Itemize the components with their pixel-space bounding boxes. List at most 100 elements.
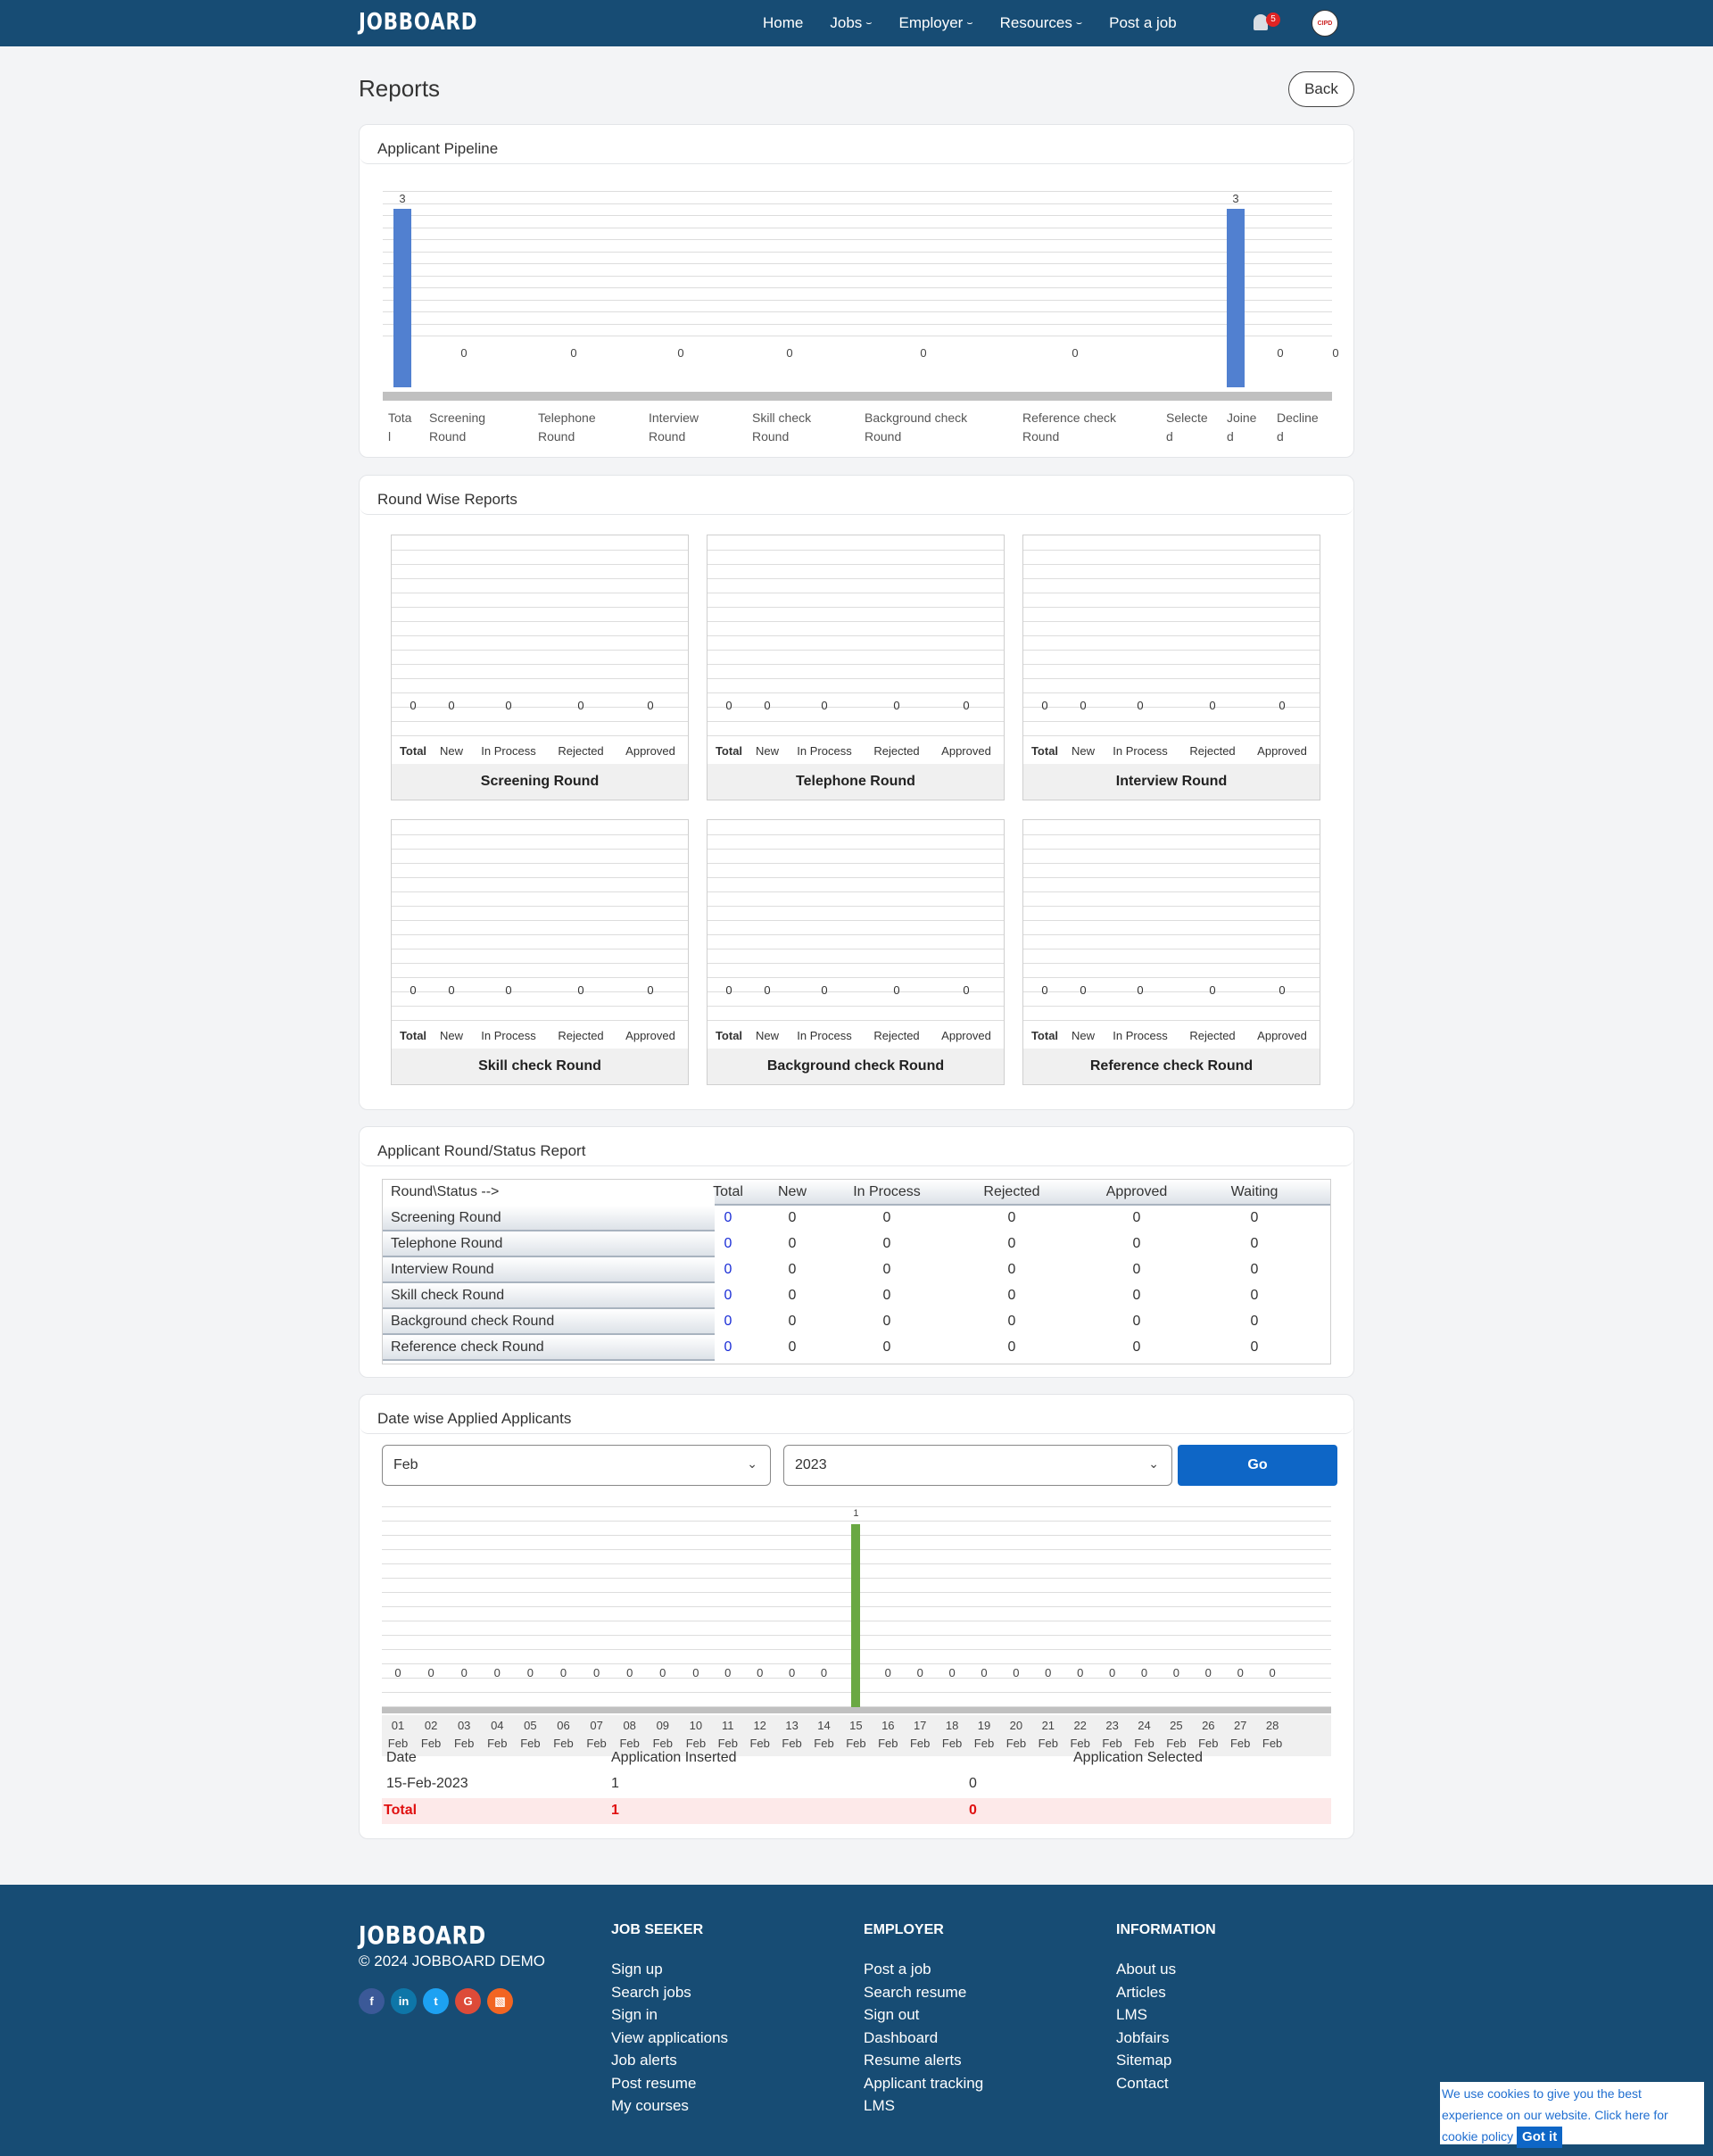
year-select[interactable]: 2023 ⌄ <box>783 1445 1172 1486</box>
x-tick-label: Approved <box>941 1029 991 1042</box>
total-count-link[interactable]: 0 <box>724 1210 732 1225</box>
gridline <box>383 263 1332 264</box>
user-avatar[interactable]: CIPD <box>1312 10 1338 37</box>
bar-value-label: 0 <box>505 983 512 997</box>
gridline <box>1023 621 1320 622</box>
footer-link-sign-up[interactable]: Sign up <box>611 1961 663 1978</box>
card-title: Applicant Pipeline <box>360 125 1353 164</box>
footer-link-sign-out[interactable]: Sign out <box>864 2006 920 2023</box>
gridline <box>383 239 1332 240</box>
gridline <box>708 578 1004 579</box>
cookie-text[interactable]: We use cookies to give you the best expe… <box>1442 2086 1668 2144</box>
footer-logo[interactable]: JOBBOARD <box>359 1920 487 1950</box>
table-row: Skill check Round 0 0 0 0 0 0 <box>383 1283 1330 1309</box>
footer-link-about-us[interactable]: About us <box>1116 1961 1177 1978</box>
chart-title: Reference check Round <box>1023 1049 1320 1084</box>
gridline <box>392 607 688 608</box>
x-tick-label: Rejected <box>558 744 604 758</box>
twitter-icon[interactable]: t <box>423 1988 449 2014</box>
nav-resources[interactable]: Resources ⌣ <box>1000 14 1083 32</box>
gridline <box>708 891 1004 892</box>
x-tick-label: 14 Feb <box>814 1719 834 1750</box>
footer-link-resume-alerts[interactable]: Resume alerts <box>864 2052 962 2069</box>
footer-link-search-resume[interactable]: Search resume <box>864 1983 967 2001</box>
count-cell: 0 <box>882 1210 891 1225</box>
bar-value-label: 0 <box>592 1666 600 1679</box>
gridline <box>708 991 1004 992</box>
nav-post-a-job[interactable]: Post a job <box>1109 14 1177 32</box>
footer-link-sign-in[interactable]: Sign in <box>611 2006 658 2023</box>
facebook-icon[interactable]: f <box>359 1988 385 2014</box>
x-tick-label: New <box>755 744 780 758</box>
nav-employer[interactable]: Employer ⌣ <box>899 14 973 32</box>
total-count-link[interactable]: 0 <box>724 1339 732 1355</box>
x-tick-label: 10 Feb <box>685 1719 707 1750</box>
footer-link-post-a-job[interactable]: Post a job <box>864 1961 931 1978</box>
copyright: © 2024 JOBBOARD DEMO <box>359 1953 546 1969</box>
x-tick-label: New <box>439 1029 464 1042</box>
footer-link-contact[interactable]: Contact <box>1116 2074 1169 2092</box>
go-button[interactable]: Go <box>1178 1445 1337 1486</box>
gridline <box>383 311 1332 312</box>
gridline <box>1023 607 1320 608</box>
total-count-link[interactable]: 0 <box>724 1262 732 1277</box>
gridline <box>1023 849 1320 850</box>
footer-link-dashboard[interactable]: Dashboard <box>864 2028 939 2046</box>
linkedin-icon[interactable]: in <box>391 1988 417 2014</box>
top-navbar: JOBBOARD Home Jobs ⌣ Employer ⌣ Resources ⌣ Pos… <box>0 0 1713 46</box>
chevron-down-icon: ⌣ <box>966 17 973 29</box>
total-count-link[interactable]: 0 <box>724 1288 732 1303</box>
nav-jobs[interactable]: Jobs ⌣ <box>830 14 872 32</box>
bar-value-label: 0 <box>1077 1666 1084 1679</box>
gridline <box>392 1006 688 1007</box>
bar-value-label: 0 <box>1140 1666 1148 1679</box>
bar-15-Feb[interactable] <box>851 1524 861 1707</box>
site-logo[interactable]: JOBBOARD <box>359 9 478 36</box>
bar-value-label: 0 <box>1279 983 1286 997</box>
count-cell: 0 <box>788 1288 797 1303</box>
gridline <box>392 635 688 636</box>
footer-heading: INFORMATION <box>1116 1922 1216 1937</box>
bar-value-label: 0 <box>821 983 828 997</box>
gridline <box>708 735 1004 736</box>
gridline <box>1023 1020 1320 1021</box>
notification-bell-icon[interactable]: 5 <box>1254 12 1280 32</box>
row-label: Interview Round <box>383 1257 715 1283</box>
google-icon[interactable]: G <box>455 1988 481 2014</box>
x-tick-label: 24 Feb <box>1134 1719 1154 1750</box>
footer-link-sitemap[interactable]: Sitemap <box>1116 2052 1172 2069</box>
x-tick-label: Decline d <box>1277 410 1319 444</box>
back-button[interactable]: Back <box>1288 71 1354 107</box>
month-select[interactable]: Feb ⌄ <box>382 1445 771 1486</box>
bar-value-label: 0 <box>725 983 732 997</box>
bar-0[interactable] <box>393 209 411 387</box>
gridline <box>1023 707 1320 708</box>
total-count-link[interactable]: 0 <box>724 1314 732 1329</box>
footer-link-job-alerts[interactable]: Job alerts <box>611 2052 677 2069</box>
rss-icon[interactable]: ▧ <box>487 1988 513 2014</box>
footer-link-search-jobs[interactable]: Search jobs <box>611 1983 691 2001</box>
bar-value-label: 1 <box>853 1508 859 1519</box>
gridline <box>1023 692 1320 693</box>
footer-link-jobfairs[interactable]: Jobfairs <box>1116 2028 1170 2046</box>
bar-value-label: 0 <box>764 699 771 712</box>
footer-link-lms[interactable]: LMS <box>1116 2006 1147 2023</box>
column-header: Total <box>713 1184 743 1199</box>
bar-value-label: 0 <box>1080 983 1087 997</box>
footer-link-articles[interactable]: Articles <box>1116 1983 1166 2001</box>
x-tick-label: 21 Feb <box>1038 1719 1058 1750</box>
footer-link-applicant-tracking[interactable]: Applicant tracking <box>864 2074 984 2092</box>
bar-value-label: 0 <box>893 983 900 997</box>
total-count-link[interactable]: 0 <box>724 1236 732 1251</box>
footer-link-my-courses[interactable]: My courses <box>611 2097 689 2114</box>
footer-link-post-resume[interactable]: Post resume <box>611 2074 697 2092</box>
nav-home[interactable]: Home <box>763 14 803 32</box>
bar-7[interactable] <box>1227 209 1245 387</box>
footer-link-view-applications[interactable]: View applications <box>611 2028 729 2046</box>
bar-value-label: 0 <box>647 983 654 997</box>
cookie-accept-button[interactable]: Got it <box>1517 2127 1563 2148</box>
count-cell: 0 <box>882 1339 891 1355</box>
footer-link-lms[interactable]: LMS <box>864 2097 895 2114</box>
bar-value-label: 0 <box>725 699 732 712</box>
gridline <box>392 621 688 622</box>
